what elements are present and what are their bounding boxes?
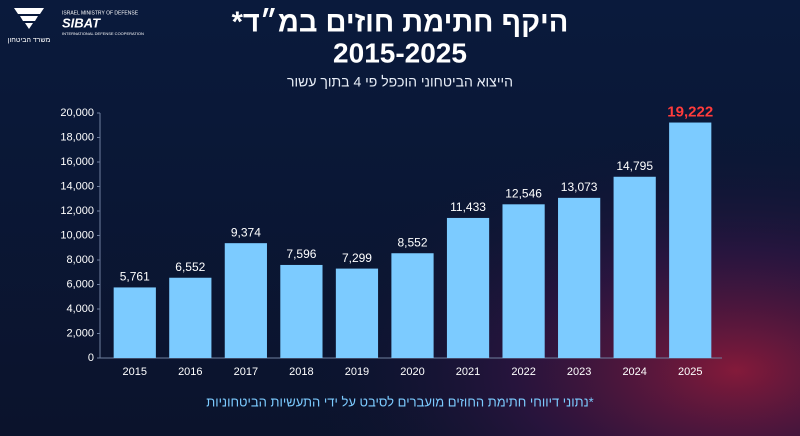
- y-tick-label: 6,000: [66, 278, 94, 290]
- value-label: 14,795: [616, 159, 653, 173]
- x-tick-label: 2021: [456, 366, 480, 378]
- bar: [446, 217, 490, 358]
- x-tick-label: 2016: [178, 366, 202, 378]
- value-label: 7,596: [286, 247, 316, 261]
- chart-title: היקף חתימת חוזים במ״ד*: [232, 7, 569, 39]
- logo-brand: SIBAT: [62, 15, 101, 30]
- y-tick-label: 14,000: [60, 180, 94, 192]
- x-tick-label: 2025: [678, 366, 702, 378]
- value-label: 12,546: [505, 186, 542, 200]
- bar: [558, 197, 601, 358]
- x-tick-label: 2018: [289, 366, 313, 378]
- x-tick-label: 2019: [345, 366, 369, 378]
- logo-ministry: משרד הביטחון: [8, 37, 51, 44]
- bar: [169, 277, 212, 358]
- y-tick-label: 12,000: [60, 205, 94, 217]
- y-tick-label: 18,000: [60, 131, 94, 143]
- x-tick-label: 2017: [234, 366, 258, 378]
- value-label: 6,552: [175, 260, 205, 274]
- bar: [613, 176, 656, 358]
- value-label: 19,222: [667, 103, 713, 120]
- logo-top: ISRAEL MINISTRY OF DEFENSE: [62, 10, 139, 16]
- y-tick-label: 2,000: [66, 327, 94, 339]
- x-tick-label: 2015: [123, 366, 147, 378]
- value-label: 8,552: [397, 235, 427, 249]
- logo-bottom: INTERNATIONAL DEFENSE COOPERATION: [62, 31, 144, 36]
- bar: [391, 253, 434, 358]
- value-label: 11,433: [450, 200, 486, 214]
- footnote: *נתוני דיווחי חתימת החוזים מועברים לסיבט…: [206, 394, 593, 409]
- y-tick-label: 4,000: [66, 303, 94, 315]
- y-tick-label: 8,000: [66, 254, 94, 266]
- x-tick-label: 2020: [400, 366, 424, 378]
- value-label: 9,374: [231, 225, 261, 239]
- bar: [502, 204, 545, 358]
- x-tick-label: 2022: [511, 366, 535, 378]
- y-tick-label: 10,000: [60, 229, 94, 241]
- value-label: 5,761: [120, 270, 150, 284]
- logo: ISRAEL MINISTRY OF DEFENSE SIBAT INTERNA…: [8, 8, 144, 44]
- bar: [669, 122, 712, 358]
- x-tick-label: 2023: [567, 366, 591, 378]
- bar: [113, 287, 156, 358]
- chart-title-years: 2015-2025: [333, 37, 467, 68]
- bar: [280, 264, 323, 358]
- logo-emblem: [14, 8, 44, 29]
- value-label: 13,073: [561, 180, 598, 194]
- x-tick-label: 2024: [622, 366, 646, 378]
- y-tick-label: 16,000: [60, 156, 94, 168]
- y-tick-label: 0: [88, 352, 94, 364]
- bar: [224, 243, 267, 358]
- y-tick-label: 20,000: [60, 107, 94, 119]
- value-label: 7,299: [342, 251, 372, 265]
- bar: [335, 268, 379, 358]
- chart-subtitle: הייצוא הביטחוני הוכפל פי 4 בתוך עשור: [287, 74, 513, 90]
